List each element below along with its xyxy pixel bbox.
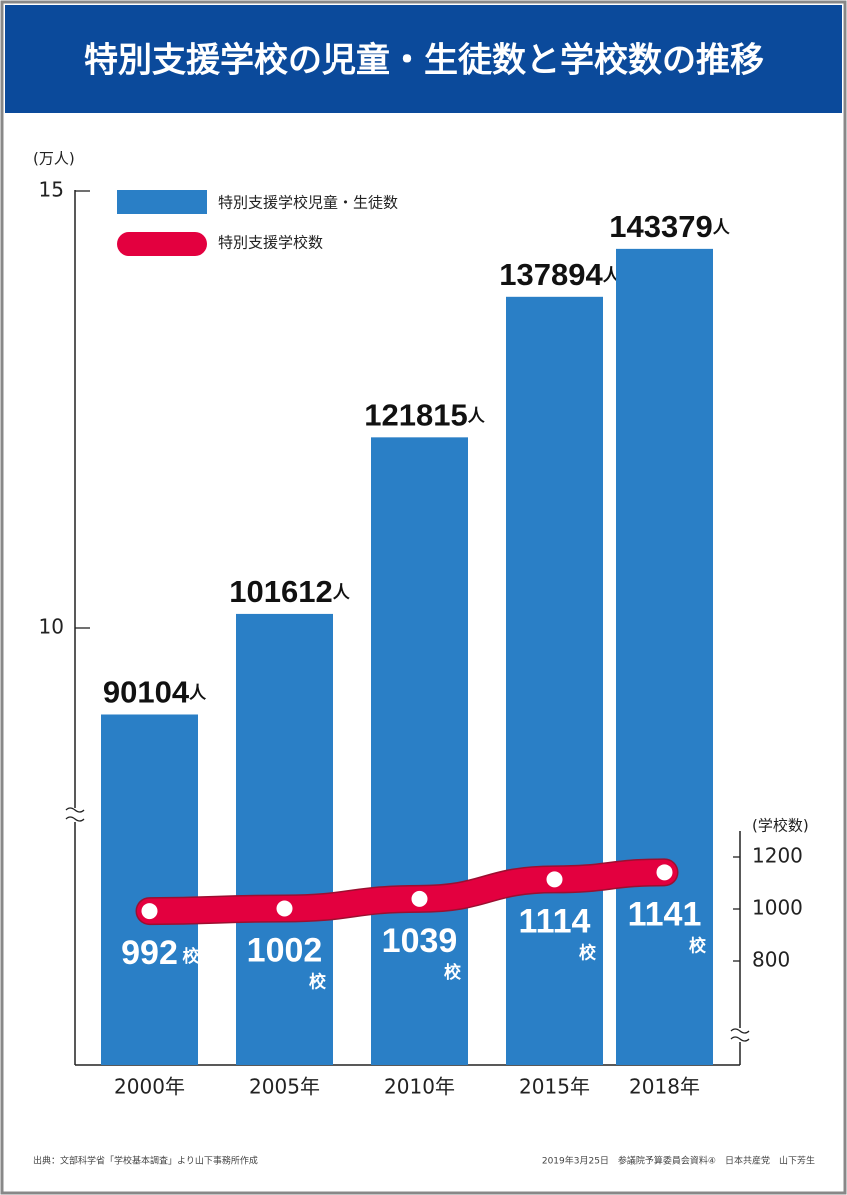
bar-value-label: 137894人 bbox=[499, 257, 620, 292]
unit: 人 bbox=[468, 407, 486, 426]
unit: 人 bbox=[713, 218, 731, 237]
bar bbox=[506, 296, 603, 1066]
point-unit-label: 校 bbox=[183, 946, 201, 967]
axis-break bbox=[65, 807, 85, 822]
point-value-label: 1114 bbox=[519, 902, 591, 940]
footer-note: 2019年3月25日 参議院予算委員会資料④ 日本共産党 山下芳生 bbox=[542, 1155, 815, 1167]
unit: 人 bbox=[333, 583, 351, 602]
y2-tick-label: 1200 bbox=[752, 844, 803, 868]
bar bbox=[616, 248, 713, 1065]
chart-title: 特別支援学校の児童・生徒数と学校数の推移 bbox=[84, 41, 764, 81]
value: 121815 bbox=[364, 398, 467, 433]
y2-tick-label: 1000 bbox=[752, 896, 803, 920]
legend-swatch bbox=[117, 232, 207, 256]
legend-label: 特別支援学校児童・生徒数 bbox=[218, 194, 398, 212]
point-value-label: 1039 bbox=[382, 922, 458, 960]
value: 101612 bbox=[229, 574, 332, 609]
point-value-label: 1141 bbox=[628, 895, 702, 933]
bar bbox=[101, 714, 198, 1065]
legend-label: 特別支援学校数 bbox=[218, 234, 323, 252]
title-bar bbox=[5, 5, 842, 113]
point bbox=[141, 903, 158, 920]
bar-value-label: 101612人 bbox=[229, 574, 350, 609]
x-tick-label: 2010年 bbox=[384, 1075, 455, 1099]
y2-tick-label: 800 bbox=[752, 948, 790, 972]
point-unit-label: 校 bbox=[689, 935, 707, 956]
point-unit-label: 校 bbox=[309, 971, 327, 992]
source: 出典：文部科学省「学校基本調査」より山下事務所作成 bbox=[33, 1155, 258, 1167]
value: 137894 bbox=[499, 257, 603, 292]
unit: 人 bbox=[189, 684, 207, 703]
point bbox=[656, 864, 673, 881]
point-value-label: 992 bbox=[121, 934, 178, 972]
y-axis-label: (万人) bbox=[33, 150, 75, 168]
point-unit-label: 校 bbox=[579, 942, 597, 963]
point-value-label: 1002 bbox=[247, 931, 323, 969]
y-tick-label: 15 bbox=[39, 178, 64, 202]
point bbox=[546, 871, 563, 888]
bar-value-label: 143379人 bbox=[609, 209, 730, 244]
value: 90104 bbox=[103, 675, 190, 710]
bar-value-label: 121815人 bbox=[364, 398, 485, 433]
x-tick-label: 2000年 bbox=[114, 1075, 185, 1099]
x-tick-label: 2005年 bbox=[249, 1075, 320, 1099]
x-tick-label: 2018年 bbox=[629, 1075, 700, 1099]
point bbox=[276, 900, 293, 917]
bar bbox=[236, 613, 333, 1065]
value: 143379 bbox=[609, 209, 712, 244]
legend-swatch bbox=[117, 190, 207, 214]
y2-axis-label: (学校数) bbox=[752, 817, 809, 835]
bar bbox=[371, 437, 468, 1065]
y-tick-label: 10 bbox=[39, 615, 64, 639]
x-tick-label: 2015年 bbox=[519, 1075, 590, 1099]
point bbox=[411, 890, 428, 907]
point-unit-label: 校 bbox=[444, 962, 462, 983]
axis-break bbox=[730, 1028, 750, 1042]
bar-value-label: 90104人 bbox=[103, 675, 207, 710]
